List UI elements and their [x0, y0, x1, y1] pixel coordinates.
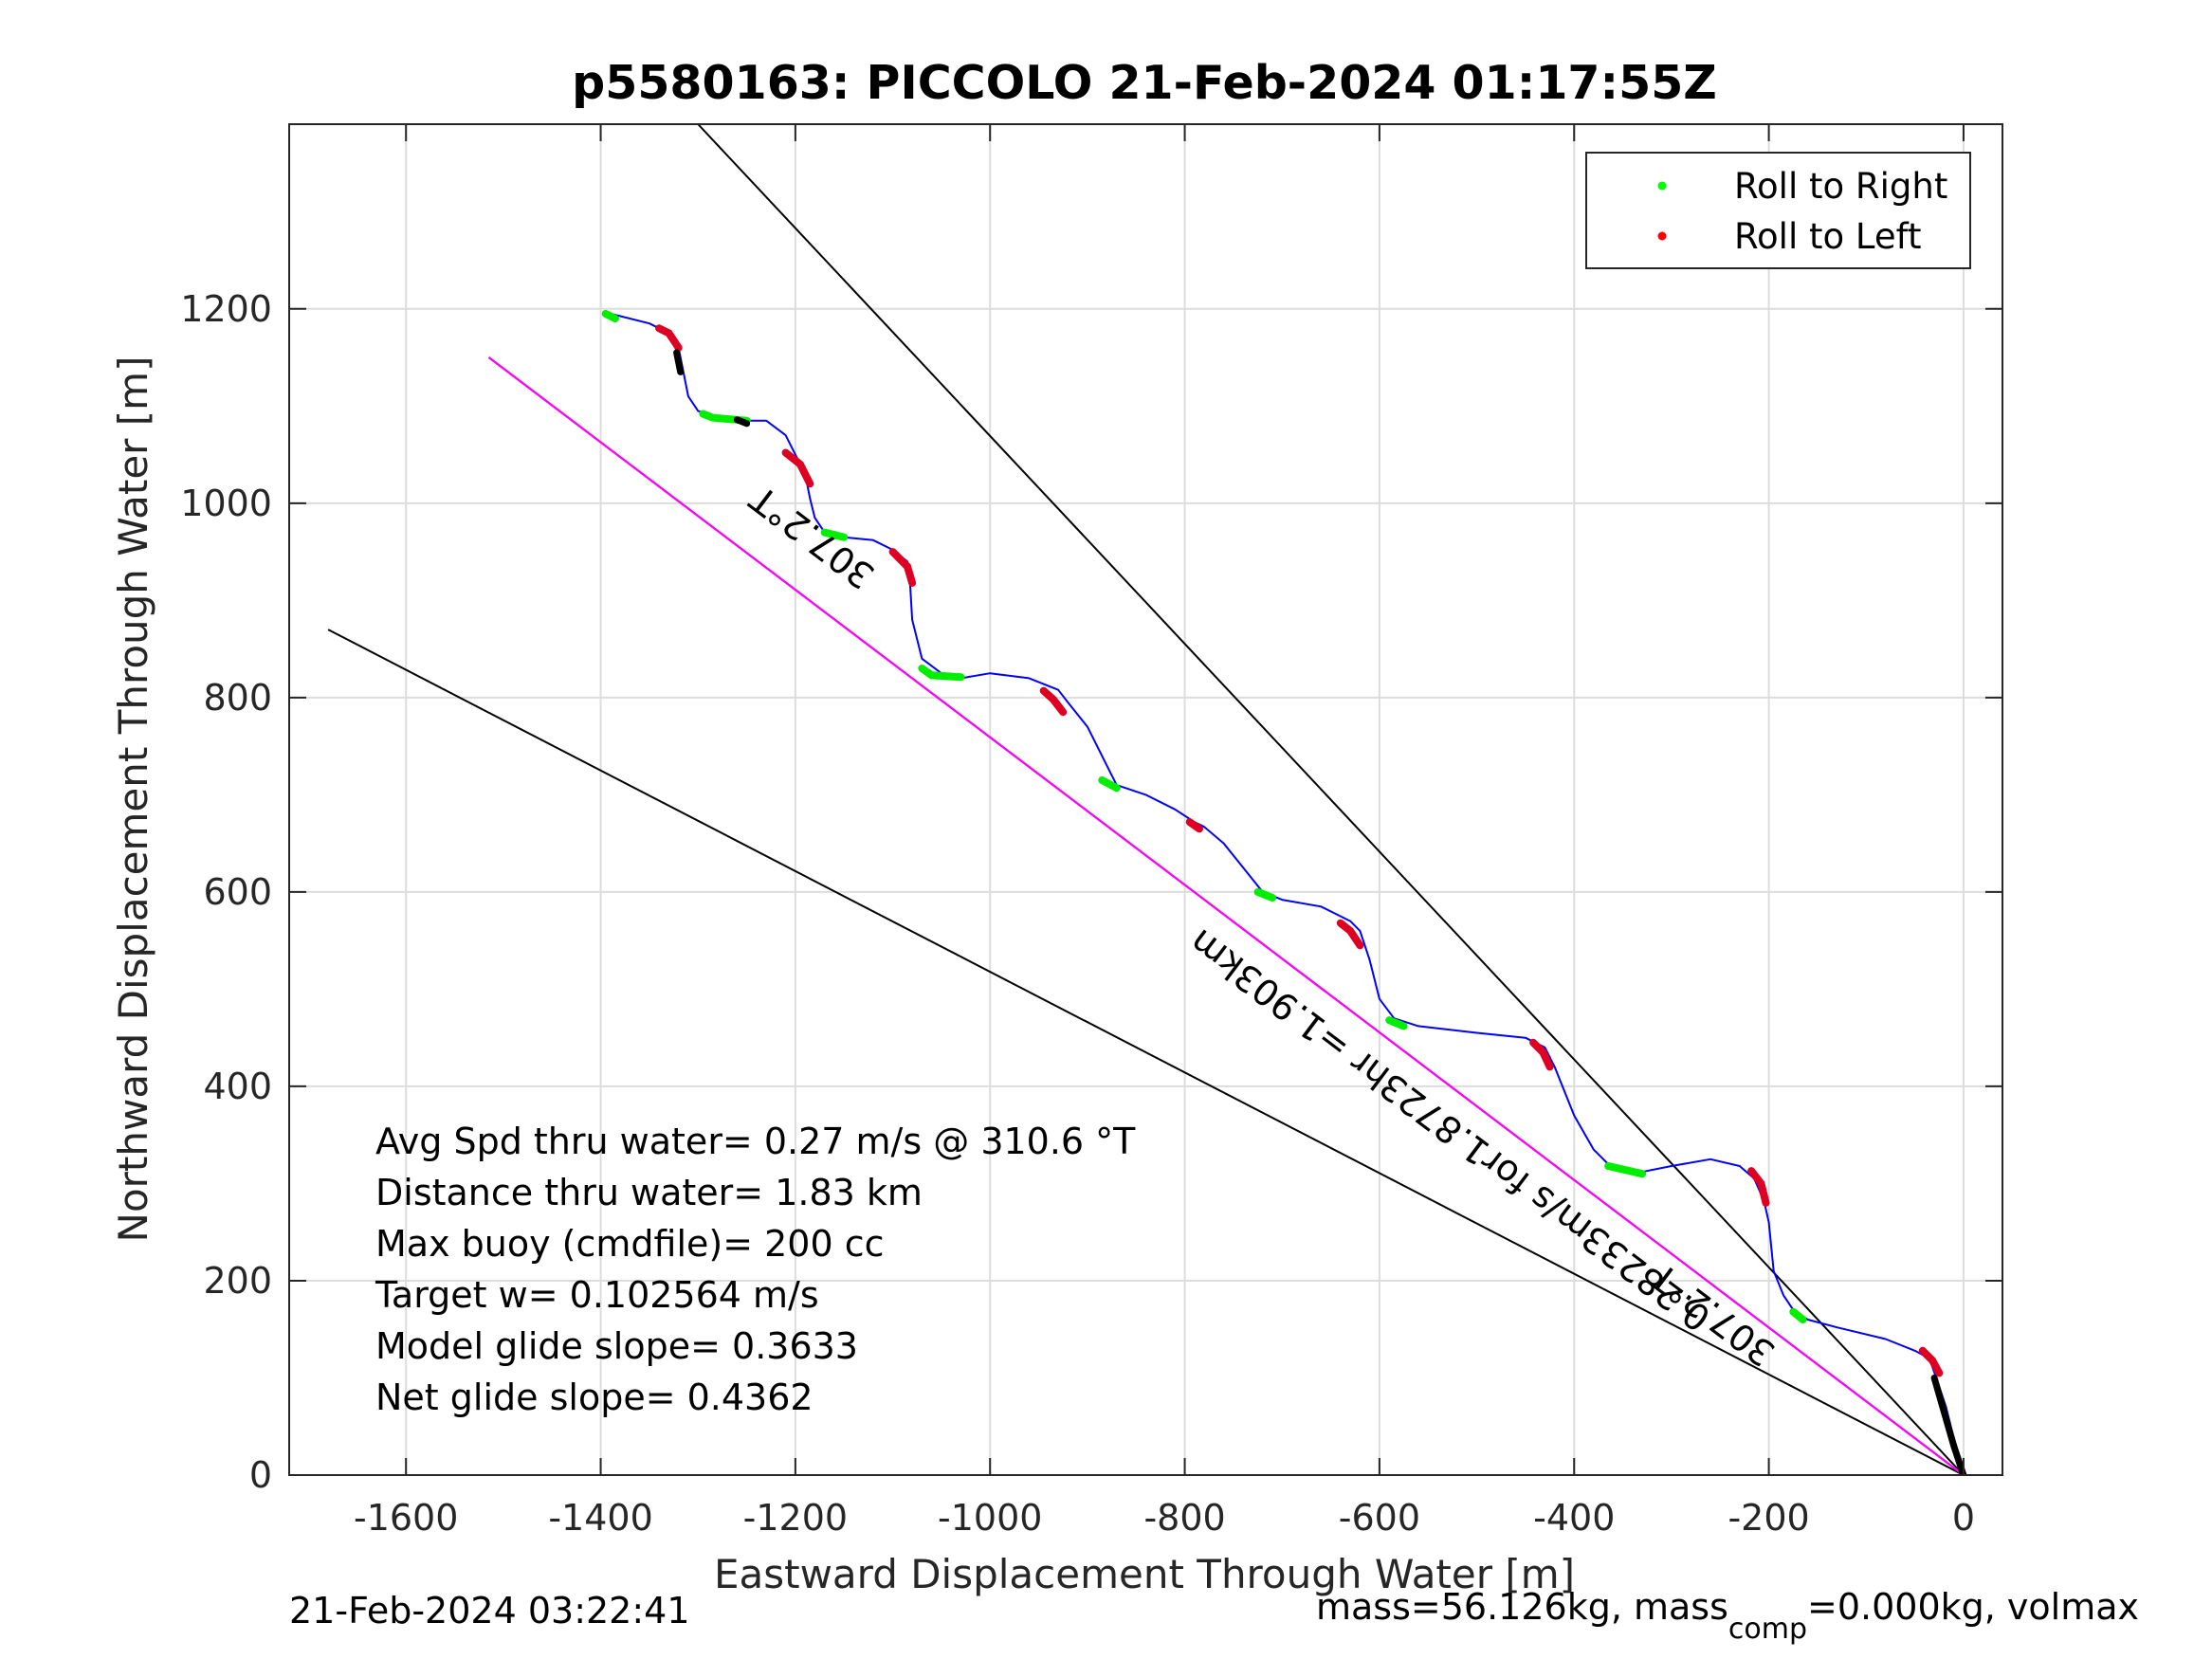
y-tick-label: 1000: [180, 483, 272, 524]
stats-line: Distance thru water= 1.83 km: [375, 1172, 923, 1213]
mass-subscript: comp: [1728, 1613, 1807, 1646]
axis-ticks: -1600 -1400 -1200 -1000 -800 -600 -400 -200 0 0 20…: [180, 124, 2002, 1539]
roll-left-segment: [1185, 818, 1203, 833]
pitch-segment: [733, 416, 751, 428]
stats-line: Target w= 0.102564 m/s: [375, 1274, 819, 1316]
x-tick-label: -1000: [938, 1497, 1042, 1539]
legend: Roll to Right Roll to Left: [1585, 152, 1971, 269]
x-tick-label: -1400: [548, 1497, 652, 1539]
stats-line: Model glide slope= 0.3633: [375, 1325, 858, 1367]
axes-box: [288, 123, 2003, 1476]
y-tick-label: 200: [203, 1260, 272, 1302]
roll-left-segment: [655, 324, 683, 352]
roll-left-segment: [1747, 1167, 1770, 1207]
pitch-segment: [1930, 1375, 1967, 1475]
x-tick-label: -1600: [354, 1497, 458, 1539]
x-tick-label: -200: [1728, 1497, 1809, 1539]
stats-line: Net glide slope= 0.4362: [375, 1376, 814, 1418]
stats-line: Avg Spd thru water= 0.27 m/s @ 310.6 °T: [375, 1121, 1136, 1162]
roll-left-segment: [1918, 1346, 1944, 1377]
roll-right-segment: [1253, 887, 1276, 902]
y-tick-label: 800: [203, 677, 272, 719]
x-axis-label: Eastward Displacement Through Water [m]: [714, 1551, 1575, 1597]
net-course-line: [487, 356, 1965, 1475]
y-tick-label: 0: [249, 1454, 272, 1496]
roll-right-segment: [918, 665, 965, 682]
roll-left-segment: [1039, 686, 1068, 717]
x-tick-label: -600: [1339, 1497, 1420, 1539]
x-tick-label: -400: [1533, 1497, 1615, 1539]
x-tick-label: 0: [1952, 1497, 1975, 1539]
y-axis-label: Northward Displacement Through Water [m]: [110, 356, 156, 1243]
legend-marker: [1657, 181, 1667, 191]
roll-right-segment: [1098, 776, 1121, 793]
roll-right-segment: [1789, 1307, 1807, 1323]
x-tick-label: -800: [1143, 1497, 1225, 1539]
chart-title: p5580163: PICCOLO 21-Feb-2024 01:17:55Z: [572, 56, 1717, 110]
reference-line: [697, 124, 1965, 1475]
pitch-segment: [673, 349, 685, 375]
footer-timestamp: 21-Feb-2024 03:22:41: [289, 1590, 690, 1632]
footer-mass-info: mass=56.126kg, masscomp=0.000kg, volmax: [1316, 1586, 2139, 1646]
legend-box: [1585, 152, 1971, 269]
legend-marker: [1657, 231, 1667, 241]
roll-right-segment: [820, 528, 849, 541]
roll-right-segment: [1604, 1162, 1647, 1178]
stats-line: Max buoy (cmdfile)= 200 cc: [375, 1223, 885, 1265]
y-tick-label: 1200: [180, 288, 272, 330]
legend-label: Roll to Right: [1734, 166, 1947, 207]
reference-line: [327, 629, 1965, 1475]
roll-right-segment: [601, 309, 619, 322]
roll-right-segment: [1385, 1016, 1408, 1030]
roll-left-segment: [781, 448, 814, 488]
y-tick-label: 400: [203, 1066, 272, 1107]
y-tick-label: 600: [203, 871, 272, 913]
stats-textbox: Avg Spd thru water= 0.27 m/s @ 310.6 °T D…: [375, 1121, 1136, 1418]
roll-left-segment: [888, 548, 917, 587]
roll-left-segment: [1529, 1038, 1554, 1071]
x-tick-label: -1200: [743, 1497, 848, 1539]
legend-label: Roll to Left: [1734, 216, 1922, 257]
roll-left-segment: [1336, 919, 1364, 950]
